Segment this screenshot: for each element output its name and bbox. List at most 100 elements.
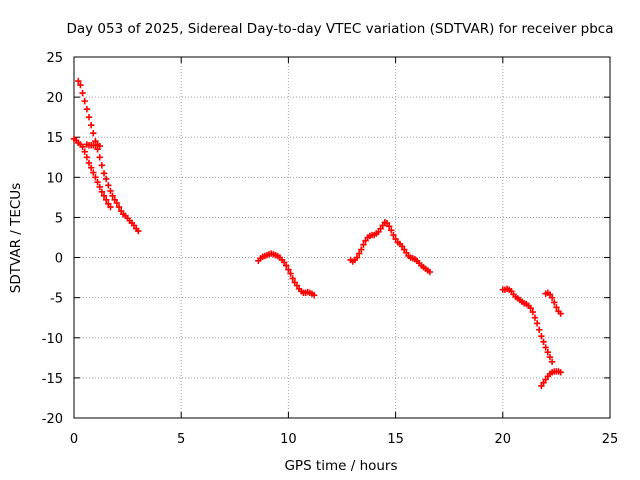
data-point [383, 219, 391, 227]
data-point [130, 222, 138, 229]
data-point [102, 175, 110, 183]
data-point [96, 154, 103, 161]
series-arc-3 [347, 219, 434, 276]
data-point [90, 169, 97, 176]
x-tick-label: 20 [495, 432, 512, 447]
data-point [98, 188, 106, 195]
data-point [85, 113, 93, 121]
data-point [362, 237, 369, 244]
x-axis-label: GPS time / hours [284, 458, 397, 474]
plot-frame [73, 56, 611, 419]
data-point [83, 154, 91, 161]
y-tick-label: 0 [55, 252, 63, 267]
data-point [280, 259, 288, 266]
data-point [392, 235, 399, 243]
data-point [79, 89, 86, 97]
data-point [115, 203, 123, 211]
data-point [557, 369, 564, 376]
data-point [536, 326, 543, 333]
data-point [398, 243, 406, 250]
data-point [426, 268, 434, 276]
data-point [102, 196, 110, 203]
x-tick-label: 5 [177, 432, 185, 447]
data-point [403, 249, 410, 256]
data-point [533, 320, 541, 327]
y-tick-label: -15 [42, 372, 63, 387]
data-point [105, 182, 112, 189]
y-tick-label: -5 [50, 292, 63, 307]
data-point [283, 262, 290, 269]
data-point [551, 299, 558, 306]
x-tick-label: 25 [602, 432, 619, 447]
data-point [135, 227, 142, 235]
data-point [85, 159, 93, 167]
data-point [546, 353, 554, 361]
data-point [100, 192, 108, 199]
data-point [508, 288, 515, 295]
y-tick-label: -10 [42, 332, 63, 347]
data-point [291, 279, 299, 286]
tick-labels: 0 5 10 15 20 25 25 20 15 10 5 0 -5 -10 -15 -20 [42, 51, 619, 447]
data-point [358, 246, 365, 253]
data-point [81, 97, 88, 105]
data-point [353, 254, 361, 261]
data-point [87, 121, 95, 129]
series-arc-4-low [538, 368, 564, 390]
series-arc-1-lower [70, 135, 114, 211]
data-point [287, 270, 294, 277]
data-point [107, 203, 114, 211]
chart-title: Day 053 of 2025, Sidereal Day-to-day VTE… [66, 21, 613, 37]
data-point [542, 376, 549, 383]
data-point [360, 241, 367, 248]
data-point [385, 223, 393, 230]
grid [74, 57, 610, 418]
data-point [96, 142, 103, 150]
x-tick-label: 0 [70, 432, 78, 447]
data-point [557, 310, 564, 317]
data-point [538, 332, 545, 340]
data-point [100, 170, 108, 177]
data-point [94, 178, 101, 186]
y-tick-label: 25 [46, 51, 63, 66]
data-point [98, 162, 106, 169]
data-point [548, 358, 556, 366]
data-point [542, 344, 549, 351]
x-tick-label: 15 [387, 432, 404, 447]
series-arc-1-plateau [83, 141, 103, 150]
data-points [70, 77, 564, 390]
data-point [529, 308, 537, 316]
data-point [96, 183, 103, 191]
x-tick-label: 10 [280, 432, 297, 447]
y-tick-label: 15 [46, 131, 63, 146]
data-point [538, 382, 545, 390]
data-point [293, 282, 301, 289]
data-point [87, 164, 95, 171]
data-point [105, 200, 112, 208]
data-point [107, 187, 114, 195]
series-arc-2 [255, 250, 318, 299]
y-tick-label: 5 [55, 211, 63, 226]
y-tick-label: 10 [46, 171, 63, 186]
data-point [388, 227, 395, 234]
data-point [310, 292, 318, 299]
data-point [83, 105, 91, 113]
data-point [75, 77, 82, 85]
data-point [377, 225, 384, 232]
data-point [77, 81, 84, 89]
data-point [546, 291, 554, 298]
data-point [540, 338, 547, 345]
data-point [289, 275, 296, 282]
data-point [548, 294, 556, 301]
data-point [544, 349, 552, 356]
data-point [90, 130, 97, 137]
data-point [553, 304, 560, 311]
data-point [92, 174, 99, 181]
data-point [379, 222, 386, 229]
data-point [400, 246, 408, 253]
data-point [113, 199, 121, 207]
y-tick-label: 20 [46, 91, 63, 106]
data-point [355, 250, 363, 257]
data-point [79, 143, 86, 151]
data-point [527, 304, 534, 312]
